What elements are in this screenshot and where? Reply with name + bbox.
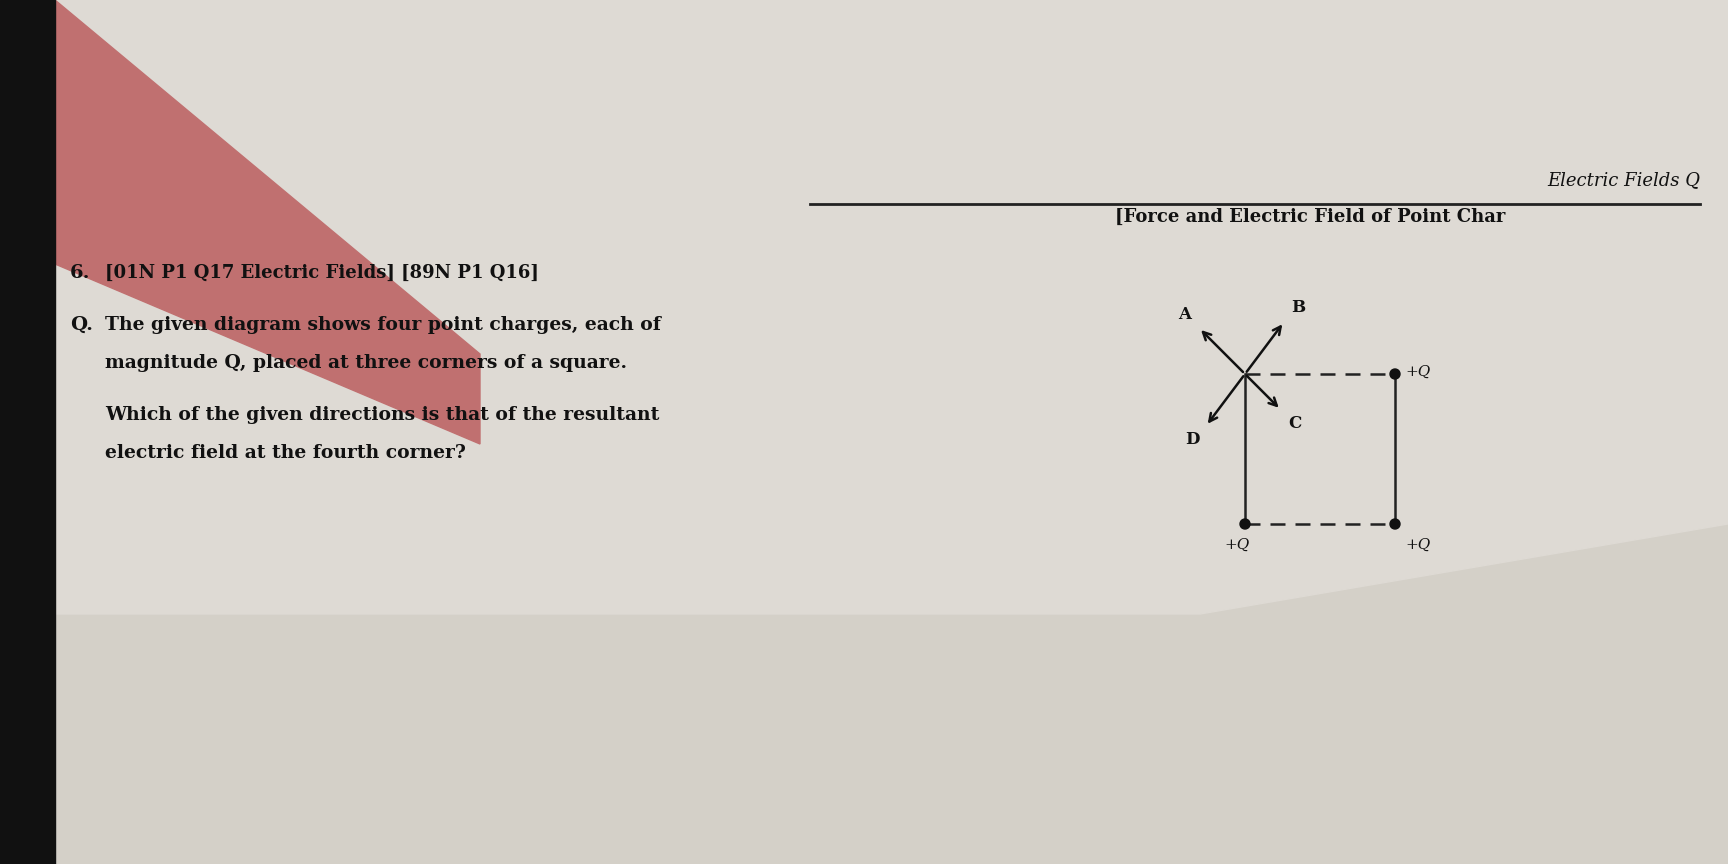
Text: +Q: +Q	[1405, 538, 1431, 552]
Polygon shape	[55, 0, 1728, 244]
Text: Which of the given directions is that of the resultant: Which of the given directions is that of…	[105, 406, 660, 424]
Text: Q.: Q.	[71, 316, 93, 334]
Polygon shape	[55, 0, 1728, 614]
Text: A: A	[1178, 306, 1192, 322]
Text: [Force and Electric Field of Point Char: [Force and Electric Field of Point Char	[1115, 208, 1505, 226]
Circle shape	[1389, 519, 1400, 529]
Text: [01N P1 Q17 Electric Fields] [89N P1 Q16]: [01N P1 Q17 Electric Fields] [89N P1 Q16…	[105, 264, 539, 282]
Circle shape	[1241, 519, 1249, 529]
Text: 6.: 6.	[71, 264, 90, 282]
Text: The given diagram shows four point charges, each of: The given diagram shows four point charg…	[105, 316, 660, 334]
Text: +Q: +Q	[1225, 538, 1249, 552]
Circle shape	[1389, 369, 1400, 379]
Polygon shape	[55, 0, 480, 444]
Polygon shape	[55, 0, 900, 124]
Text: D: D	[1185, 431, 1199, 448]
Polygon shape	[55, 0, 1728, 244]
Text: +Q: +Q	[1405, 365, 1431, 379]
Text: B: B	[1291, 300, 1305, 316]
Text: electric field at the fourth corner?: electric field at the fourth corner?	[105, 444, 467, 462]
Polygon shape	[55, 0, 1728, 864]
Text: C: C	[1287, 416, 1301, 432]
Text: Electric Fields Q: Electric Fields Q	[1547, 171, 1700, 189]
Text: magnitude Q, placed at three corners of a square.: magnitude Q, placed at three corners of …	[105, 354, 627, 372]
Polygon shape	[55, 84, 1728, 864]
Polygon shape	[0, 0, 55, 864]
